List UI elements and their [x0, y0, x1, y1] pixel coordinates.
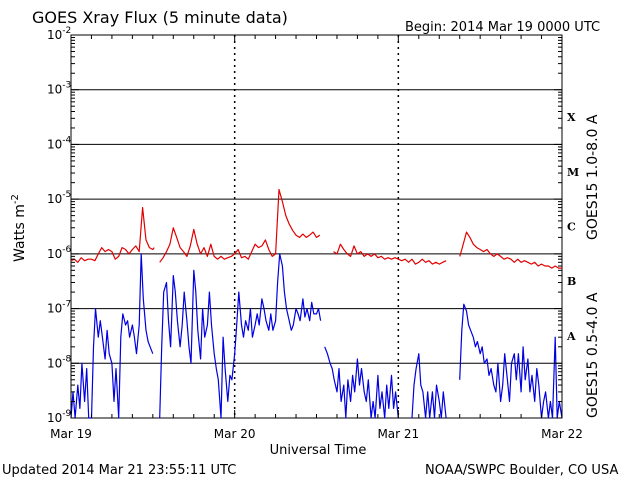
y-tick-label: 10-6: [47, 245, 72, 261]
flare-class-m: M: [567, 166, 579, 179]
x-tick-label: Mar 20: [214, 427, 256, 441]
x-tick-label: Mar 22: [541, 427, 583, 441]
begin-time-label: Begin: 2014 Mar 19 0000 UTC: [405, 20, 600, 35]
series-line: [159, 188, 321, 263]
y-tick-label: 10-3: [47, 81, 71, 97]
y-axis-label: Watts m-2: [10, 194, 28, 262]
x-axis-label: Universal Time: [270, 443, 367, 458]
y-axis-ticks: 10-2 10-3 10-4 10-5 10-6 10-7 10-8 10-9: [47, 26, 562, 425]
series-group: [70, 188, 563, 419]
legend-series-long: GOES15 1.0-8.0 A: [585, 114, 601, 240]
series-line: [333, 243, 447, 265]
credit-label: NOAA/SWPC Boulder, CO USA: [425, 463, 618, 478]
flare-class-labels: X M C B A: [566, 111, 579, 343]
series-line: [459, 231, 562, 269]
y-tick-label: 10-5: [47, 190, 71, 206]
series-line: [411, 353, 447, 419]
y-tick-label: 10-8: [47, 354, 72, 370]
updated-timestamp: Updated 2014 Mar 21 23:55:11 UTC: [2, 463, 236, 478]
x-tick-label: Mar 21: [377, 427, 419, 441]
series-line: [324, 346, 399, 419]
flare-class-b: B: [567, 275, 576, 288]
y-tick-label: 10-9: [47, 409, 72, 425]
series-short-wavelength: [70, 253, 563, 419]
flare-class-c: C: [567, 221, 576, 234]
series-line: [159, 253, 322, 419]
series-line: [70, 253, 154, 419]
series-line: [459, 303, 563, 419]
y-tick-label: 10-4: [47, 135, 72, 151]
legend-series-short: GOES15 0.5-4.0 A: [585, 292, 601, 418]
x-axis-ticks: Mar 19 Mar 20 Mar 21 Mar 22: [50, 35, 583, 441]
series-line: [70, 207, 155, 263]
x-tick-label: Mar 19: [50, 427, 92, 441]
flare-class-x: X: [567, 111, 576, 124]
series-long-wavelength: [70, 188, 562, 269]
grid: [71, 35, 562, 418]
y-tick-label: 10-2: [47, 26, 71, 42]
chart-title: GOES Xray Flux (5 minute data): [32, 8, 288, 27]
flare-class-a: A: [566, 330, 576, 343]
y-tick-label: 10-7: [47, 300, 71, 316]
